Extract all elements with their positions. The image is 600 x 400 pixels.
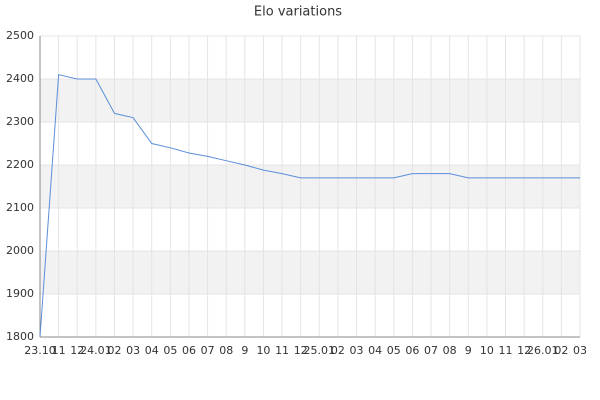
x-tick-label: 07 bbox=[201, 344, 215, 357]
x-tick-label: 06 bbox=[182, 344, 196, 357]
x-tick-label: 12 bbox=[517, 344, 531, 357]
y-tick-label: 2000 bbox=[6, 244, 34, 257]
x-tick-label: 23.10 bbox=[24, 344, 56, 357]
x-tick-label: 02 bbox=[331, 344, 345, 357]
x-tick-label: 26.01 bbox=[527, 344, 559, 357]
y-tick-label: 2100 bbox=[6, 201, 34, 214]
grid-band bbox=[40, 251, 580, 294]
x-tick-label: 05 bbox=[387, 344, 401, 357]
grid-band bbox=[40, 165, 580, 208]
x-tick-label: 03 bbox=[126, 344, 140, 357]
x-tick-label: 11 bbox=[52, 344, 66, 357]
x-tick-label: 12 bbox=[294, 344, 308, 357]
x-tick-label: 10 bbox=[256, 344, 270, 357]
y-tick-label: 2500 bbox=[6, 29, 34, 42]
x-tick-label: 03 bbox=[350, 344, 364, 357]
x-tick-label: 02 bbox=[554, 344, 568, 357]
x-tick-label: 04 bbox=[368, 344, 382, 357]
x-tick-label: 06 bbox=[405, 344, 419, 357]
x-tick-label: 11 bbox=[499, 344, 513, 357]
x-tick-label: 05 bbox=[163, 344, 177, 357]
x-tick-label: 9 bbox=[241, 344, 248, 357]
y-tick-label: 2200 bbox=[6, 158, 34, 171]
grid-band bbox=[40, 79, 580, 122]
x-tick-label: 9 bbox=[465, 344, 472, 357]
x-tick-label: 08 bbox=[443, 344, 457, 357]
x-tick-label: 25.01 bbox=[304, 344, 336, 357]
x-tick-label: 02 bbox=[107, 344, 121, 357]
y-tick-label: 1900 bbox=[6, 287, 34, 300]
x-tick-label: 12 bbox=[70, 344, 84, 357]
x-tick-label: 24.01 bbox=[80, 344, 112, 357]
x-tick-label: 08 bbox=[219, 344, 233, 357]
y-tick-label: 2300 bbox=[6, 115, 34, 128]
y-tick-label: 2400 bbox=[6, 72, 34, 85]
y-tick-label: 1800 bbox=[6, 330, 34, 343]
x-tick-label: 04 bbox=[145, 344, 159, 357]
x-tick-label: 07 bbox=[424, 344, 438, 357]
x-tick-label: 10 bbox=[480, 344, 494, 357]
chart-title: Elo variations bbox=[254, 5, 342, 20]
x-tick-label: 03 bbox=[573, 344, 587, 357]
x-tick-label: 11 bbox=[275, 344, 289, 357]
line-series bbox=[39, 74, 580, 338]
